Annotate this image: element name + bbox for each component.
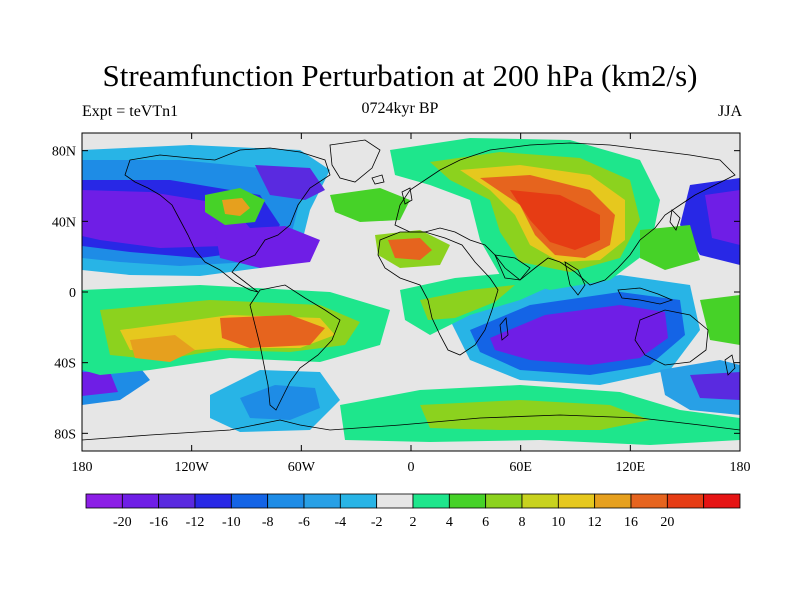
x-tick-label: 180 bbox=[730, 460, 751, 475]
colorbar-swatch bbox=[412, 493, 450, 509]
coastline-africa bbox=[377, 231, 499, 356]
coastlines bbox=[82, 139, 740, 441]
coastline-madagascar bbox=[499, 317, 509, 341]
plot-title: Streamfunction Perturbation at 200 hPa (… bbox=[102, 58, 698, 93]
colorbar-label: -16 bbox=[149, 515, 168, 530]
colorbar-swatch bbox=[594, 493, 632, 509]
experiment-label: Expt = teVTn1 bbox=[82, 103, 179, 120]
colorbar-swatch bbox=[376, 493, 414, 509]
y-tick-label: 80N bbox=[52, 145, 76, 160]
coastline-japan bbox=[669, 209, 681, 231]
negative-anomaly-southeast-pacific-core bbox=[690, 372, 740, 400]
colorbar-swatch bbox=[521, 493, 559, 509]
positive-anomaly-north-africa-core bbox=[388, 238, 432, 260]
x-tick-label: 120W bbox=[175, 460, 210, 475]
contour-fill bbox=[82, 138, 740, 445]
y-tick-label: 40S bbox=[54, 357, 76, 372]
colorbar-swatch bbox=[339, 493, 378, 509]
colorbar-label: -12 bbox=[186, 515, 205, 530]
map-panel: 180 120W 60W 0 60E 120E 180 80N 40N 0 40S 80S bbox=[52, 132, 751, 475]
x-tick-label: 60E bbox=[509, 460, 532, 475]
colorbar-label: 10 bbox=[551, 515, 565, 530]
colorbar-swatch bbox=[121, 493, 160, 509]
colorbar-label: 8 bbox=[519, 515, 526, 530]
negative-anomaly-north-atlantic-west bbox=[215, 226, 320, 268]
colorbar-label: 4 bbox=[446, 515, 453, 530]
colorbar-label: -4 bbox=[334, 515, 346, 530]
coastline-australia bbox=[634, 309, 709, 366]
x-tick-label: 120E bbox=[616, 460, 646, 475]
colorbar-swatch bbox=[303, 493, 341, 509]
positive-anomaly-west-pacific-north bbox=[640, 225, 700, 270]
colorbar-swatch bbox=[267, 493, 305, 509]
coastline-arabia bbox=[494, 254, 531, 281]
positive-anomaly-north-atlantic bbox=[330, 188, 410, 222]
x-tick-label: 0 bbox=[408, 460, 415, 475]
colorbar-label: -6 bbox=[298, 515, 310, 530]
colorbar-labels: -20 -16 -12 -10 -8 -6 -4 -2 2 4 6 8 10 12 16 20 bbox=[113, 515, 674, 530]
x-tick-label: 180 bbox=[72, 460, 93, 475]
y-tick-label: 40N bbox=[52, 215, 76, 230]
coastline-eurasia bbox=[394, 142, 736, 286]
colorbar-label: 6 bbox=[482, 515, 489, 530]
x-tick-label: 60W bbox=[288, 460, 316, 475]
plot-subtitle: 0724kyr BP bbox=[361, 100, 439, 117]
coastline-iceland bbox=[371, 174, 385, 185]
colorbar-swatch bbox=[194, 493, 232, 509]
colorbar-swatch bbox=[703, 493, 741, 509]
coastline-indonesia bbox=[617, 287, 674, 305]
colorbar-swatch bbox=[630, 493, 668, 509]
positive-anomaly-eurasia-max bbox=[510, 190, 600, 250]
positive-anomaly-south-indian-mid bbox=[420, 285, 515, 320]
colorbar-label: 2 bbox=[410, 515, 417, 530]
colorbar-label: -20 bbox=[113, 515, 132, 530]
colorbar-label: -8 bbox=[262, 515, 274, 530]
colorbar-swatch bbox=[485, 493, 523, 509]
y-tick-label: 0 bbox=[69, 286, 76, 301]
colorbar-label: 12 bbox=[588, 515, 602, 530]
positive-anomaly-great-lakes-core bbox=[222, 198, 250, 216]
colorbar-swatch bbox=[557, 493, 596, 509]
colorbar-label: -10 bbox=[222, 515, 241, 530]
colorbar-swatch bbox=[85, 493, 123, 509]
colorbar-swatch bbox=[666, 493, 705, 509]
colorbar-label: 16 bbox=[624, 515, 638, 530]
colorbar-swatch bbox=[158, 493, 196, 509]
y-tick-label: 80S bbox=[54, 427, 76, 442]
season-label: JJA bbox=[717, 103, 742, 120]
coastline-greenland bbox=[329, 139, 381, 183]
negative-anomaly-east-pacific-core bbox=[705, 190, 740, 245]
negative-anomaly-indian-ocean-core bbox=[490, 305, 668, 365]
negative-anomaly-south-pacific-core bbox=[82, 372, 118, 396]
axis-tick-labels: 180 120W 60W 0 60E 120E 180 80N 40N 0 40S 80S bbox=[52, 145, 751, 475]
coastline-uk bbox=[401, 187, 413, 205]
axis-ticks bbox=[81, 133, 741, 451]
coastline-india bbox=[564, 261, 586, 296]
positive-anomaly-east-pacific-south bbox=[700, 295, 740, 345]
colorbar bbox=[85, 493, 741, 509]
colorbar-swatch bbox=[448, 493, 487, 509]
colorbar-label: -2 bbox=[371, 515, 383, 530]
coastline-south-america bbox=[249, 284, 341, 411]
colorbar-label: 20 bbox=[660, 515, 674, 530]
positive-anomaly-southern-ocean-band-mid bbox=[420, 400, 650, 430]
coastline-new-zealand bbox=[724, 354, 736, 376]
colorbar-swatch bbox=[230, 493, 269, 509]
coastline-antarctica bbox=[82, 414, 740, 441]
coastline-north-america bbox=[124, 147, 331, 293]
positive-anomaly-south-pacific-west bbox=[130, 335, 195, 362]
positive-anomaly-south-america bbox=[220, 315, 325, 348]
